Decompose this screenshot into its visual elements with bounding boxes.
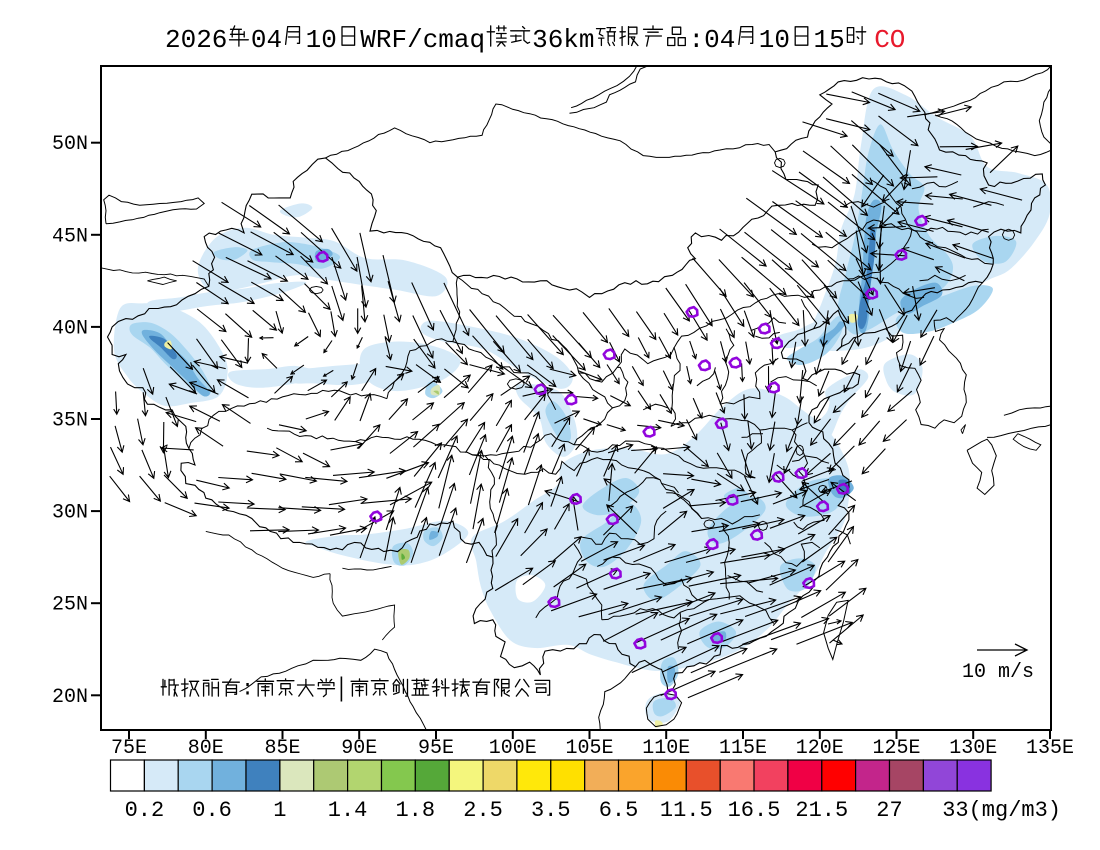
svg-text:11.5: 11.5: [660, 798, 713, 823]
svg-text:21.5: 21.5: [795, 798, 848, 823]
svg-text:33(mg/m3): 33(mg/m3): [942, 798, 1061, 823]
svg-text:3.5: 3.5: [531, 798, 571, 823]
svg-text:04: 04: [251, 25, 282, 55]
svg-text:WRF/cmaq: WRF/cmaq: [360, 25, 485, 55]
svg-text:2.5: 2.5: [463, 798, 503, 823]
svg-text:105E: 105E: [565, 737, 613, 760]
svg-text:16.5: 16.5: [728, 798, 781, 823]
svg-text:0.2: 0.2: [125, 798, 165, 823]
svg-text:1.8: 1.8: [395, 798, 435, 823]
svg-text:125E: 125E: [872, 737, 920, 760]
svg-text:10 m/s: 10 m/s: [962, 661, 1034, 684]
svg-text:10: 10: [759, 25, 790, 55]
svg-text:75E: 75E: [111, 737, 147, 760]
svg-text:135E: 135E: [1026, 737, 1074, 760]
svg-text:36km: 36km: [532, 25, 594, 55]
svg-text:130E: 130E: [949, 737, 997, 760]
svg-text:25N: 25N: [52, 594, 88, 617]
svg-text:0.6: 0.6: [192, 798, 232, 823]
svg-text:50N: 50N: [52, 133, 88, 156]
svg-text:CO: CO: [874, 25, 905, 55]
svg-text:15: 15: [814, 25, 845, 55]
svg-text:04: 04: [704, 25, 735, 55]
svg-text:1: 1: [273, 798, 286, 823]
svg-text:10: 10: [306, 25, 337, 55]
svg-text:110E: 110E: [642, 737, 690, 760]
svg-text:90E: 90E: [341, 737, 377, 760]
svg-text:100E: 100E: [489, 737, 537, 760]
svg-text:95E: 95E: [418, 737, 454, 760]
svg-text:45N: 45N: [52, 225, 88, 248]
svg-text:30N: 30N: [52, 502, 88, 525]
svg-text::: :: [241, 679, 254, 702]
svg-text:120E: 120E: [796, 737, 844, 760]
svg-text:6.5: 6.5: [599, 798, 639, 823]
svg-text:20N: 20N: [52, 686, 88, 709]
svg-text:27: 27: [876, 798, 902, 823]
svg-text::: :: [689, 25, 705, 55]
svg-text:40N: 40N: [52, 317, 88, 340]
svg-text:35N: 35N: [52, 410, 88, 433]
svg-text:2026: 2026: [165, 25, 227, 55]
svg-text:115E: 115E: [719, 737, 767, 760]
svg-text:80E: 80E: [188, 737, 224, 760]
svg-text:85E: 85E: [264, 737, 300, 760]
svg-text:1.4: 1.4: [328, 798, 368, 823]
